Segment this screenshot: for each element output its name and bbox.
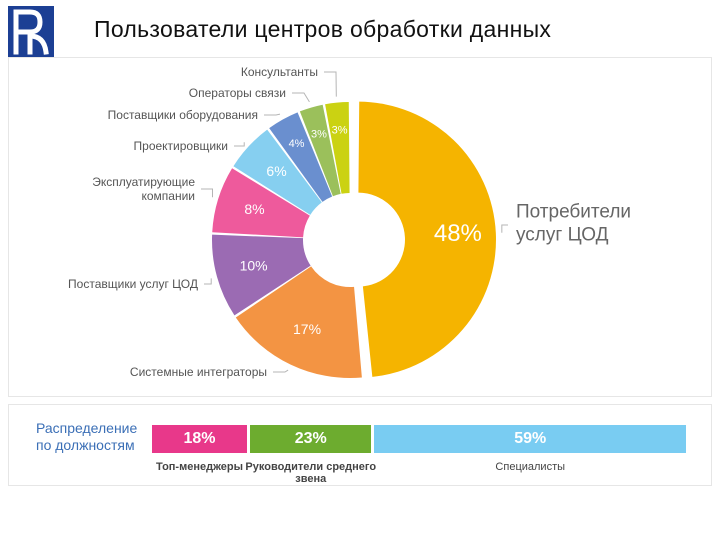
slice-category-label: Консультанты: [241, 65, 318, 79]
slice-value-label: 10%: [240, 257, 268, 273]
slice-value-label: 3%: [311, 128, 327, 140]
slice-category-label: Проектировщики: [134, 139, 228, 153]
slice-value-label: 4%: [289, 138, 305, 150]
slice-category-label: Системные интеграторы: [130, 365, 267, 379]
slice-category-label: Поставщики услуг ЦОД: [68, 277, 198, 291]
distribution-segment: 59%: [374, 425, 686, 453]
distribution-title: Распределение по должностям: [36, 420, 138, 453]
donut-slice: [233, 129, 322, 215]
hse-logo: [8, 6, 54, 58]
donut-slice: [299, 104, 341, 197]
leader-line: [501, 224, 508, 233]
distribution-segment: 23%: [250, 425, 372, 453]
distribution-segment: 18%: [152, 425, 248, 453]
leader-line: [234, 142, 245, 147]
donut-slice: [212, 168, 310, 238]
page-title: Пользователи центров обработки данных: [94, 16, 552, 42]
distribution-segment-label: Руководители среднего звена: [245, 461, 377, 485]
donut-slice: [325, 102, 350, 194]
leader-line: [273, 369, 289, 373]
donut-slice: [235, 266, 362, 379]
slice-category-label: Эксплуатирующие компании: [92, 175, 195, 203]
slice-value-label: 17%: [293, 321, 321, 337]
donut-slice: [358, 101, 496, 377]
leader-line: [324, 71, 337, 97]
chart-panel: [8, 57, 712, 397]
leader-line: [201, 188, 213, 198]
slice-value-label: 3%: [332, 124, 348, 136]
slice-category-label: Поставщики оборудования: [108, 108, 258, 122]
leader-line: [264, 113, 281, 116]
leader-line: [292, 92, 310, 103]
donut-slice: [269, 112, 333, 202]
distribution-panel: [8, 404, 712, 486]
donut-slice: [211, 234, 311, 316]
slice-category-label: Потребители услуг ЦОД: [516, 202, 631, 246]
slice-value-label: 48%: [434, 220, 482, 247]
distribution-segment-label: Топ-менеджеры: [156, 461, 243, 473]
leader-line: [204, 278, 212, 285]
slice-value-label: 8%: [244, 201, 264, 217]
distribution-segment-label: Специалисты: [495, 461, 566, 473]
slice-value-label: 6%: [266, 163, 286, 179]
slice-category-label: Операторы связи: [189, 86, 286, 100]
